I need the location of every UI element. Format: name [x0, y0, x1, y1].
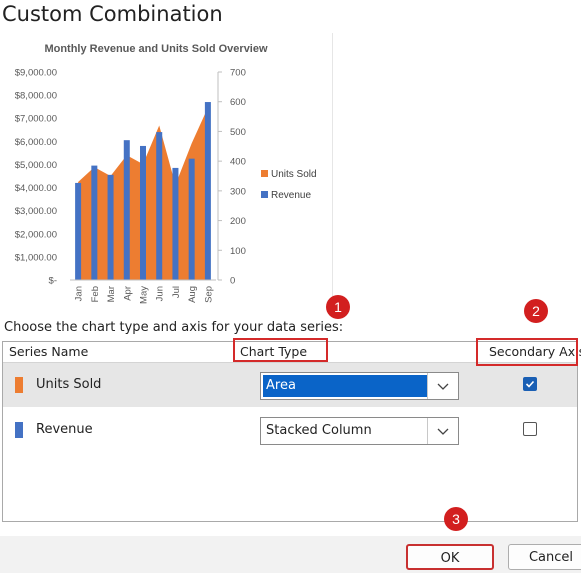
y-left-tick-label: $9,000.00 — [15, 68, 57, 79]
secondary-axis-highlight — [476, 338, 578, 366]
series-color-swatch — [15, 377, 23, 393]
ok-button[interactable]: OK — [406, 544, 494, 570]
y-left-tick-label: $4,000.00 — [15, 183, 57, 194]
y-right-tick-label: 100 — [230, 246, 246, 257]
bar-revenue — [204, 102, 211, 281]
bar-revenue — [172, 167, 179, 280]
x-tick-label: Apr — [122, 286, 133, 301]
secondary-axis-checkbox-units-sold[interactable] — [523, 377, 537, 391]
dialog-footer: OK Cancel — [0, 536, 581, 573]
cancel-button[interactable]: Cancel — [508, 544, 581, 570]
select-value: Stacked Column — [266, 423, 372, 438]
x-tick-label: Sep — [203, 286, 214, 303]
y-left-tick-label: $5,000.00 — [15, 160, 57, 171]
callout-2: 2 — [524, 299, 548, 323]
table-row-units-sold[interactable]: Units Sold Area — [3, 363, 577, 407]
x-tick-label: Aug — [187, 286, 198, 303]
series-name: Units Sold — [36, 377, 102, 392]
chart-type-select-revenue[interactable]: Stacked Column — [260, 417, 459, 445]
x-tick-label: Jan — [74, 286, 85, 301]
y-left-tick-label: $2,000.00 — [15, 229, 57, 240]
chevron-down-icon[interactable] — [427, 373, 458, 399]
bar-revenue — [75, 182, 82, 280]
series-name: Revenue — [36, 422, 93, 437]
secondary-axis-checkbox-revenue[interactable] — [523, 422, 537, 436]
series-color-swatch — [15, 422, 23, 438]
bar-revenue — [140, 145, 146, 280]
x-tick-label: Jul — [171, 286, 182, 298]
series-table: Series Name Chart Type Secondary Axis Un… — [2, 341, 581, 522]
y-left-tick-label: $8,000.00 — [15, 91, 57, 102]
bar-revenue — [91, 165, 98, 280]
header-series-name: Series Name — [9, 344, 89, 359]
y-right-tick-label: 200 — [230, 216, 246, 227]
table-header: Series Name Chart Type Secondary Axis — [3, 342, 581, 363]
chevron-down-icon[interactable] — [427, 418, 458, 444]
checkmark-icon — [525, 380, 535, 388]
instructions-text: Choose the chart type and axis for your … — [4, 320, 344, 335]
combo-chart: Monthly Revenue and Units Sold Overview $… — [15, 43, 317, 304]
legend-swatch — [261, 170, 268, 177]
y-right-tick-label: 700 — [230, 68, 246, 79]
header-secondary-axis: Secondary Axis — [489, 344, 581, 359]
x-tick-label: Mar — [106, 286, 117, 302]
y-right-tick-label: 500 — [230, 127, 246, 138]
callout-1: 1 — [326, 295, 350, 319]
legend-label: Revenue — [271, 190, 311, 201]
y-left-tick-label: $3,000.00 — [15, 206, 57, 217]
bar-revenue — [188, 158, 195, 280]
chart-type-highlight — [233, 338, 328, 362]
chart-preview: Monthly Revenue and Units Sold Overview $… — [2, 33, 333, 315]
x-tick-label: May — [139, 286, 150, 304]
dialog-title: Custom Combination — [2, 2, 223, 26]
y-left-tick-label: $6,000.00 — [15, 137, 57, 148]
bar-revenue — [123, 140, 130, 280]
y-right-tick-label: 400 — [230, 157, 246, 168]
legend-label: Units Sold — [271, 169, 317, 180]
y-left-tick-label: $1,000.00 — [15, 252, 57, 263]
y-right-tick-label: 0 — [230, 276, 235, 287]
legend-swatch — [261, 191, 268, 198]
x-tick-label: Jun — [155, 286, 166, 301]
callout-3: 3 — [444, 507, 468, 531]
select-value: Area — [263, 375, 427, 397]
y-left-tick-label: $7,000.00 — [15, 114, 57, 125]
chart-title: Monthly Revenue and Units Sold Overview — [44, 43, 268, 55]
x-tick-label: Feb — [90, 286, 101, 302]
y-left-tick-label: $- — [49, 276, 57, 287]
bar-revenue — [156, 132, 163, 280]
bar-revenue — [107, 174, 114, 280]
chart-type-select-units-sold[interactable]: Area — [260, 372, 459, 400]
y-right-tick-label: 600 — [230, 97, 246, 108]
table-row-revenue[interactable]: Revenue Stacked Column — [3, 408, 577, 452]
header-chart-type: Chart Type — [240, 344, 308, 359]
y-right-tick-label: 300 — [230, 186, 246, 197]
